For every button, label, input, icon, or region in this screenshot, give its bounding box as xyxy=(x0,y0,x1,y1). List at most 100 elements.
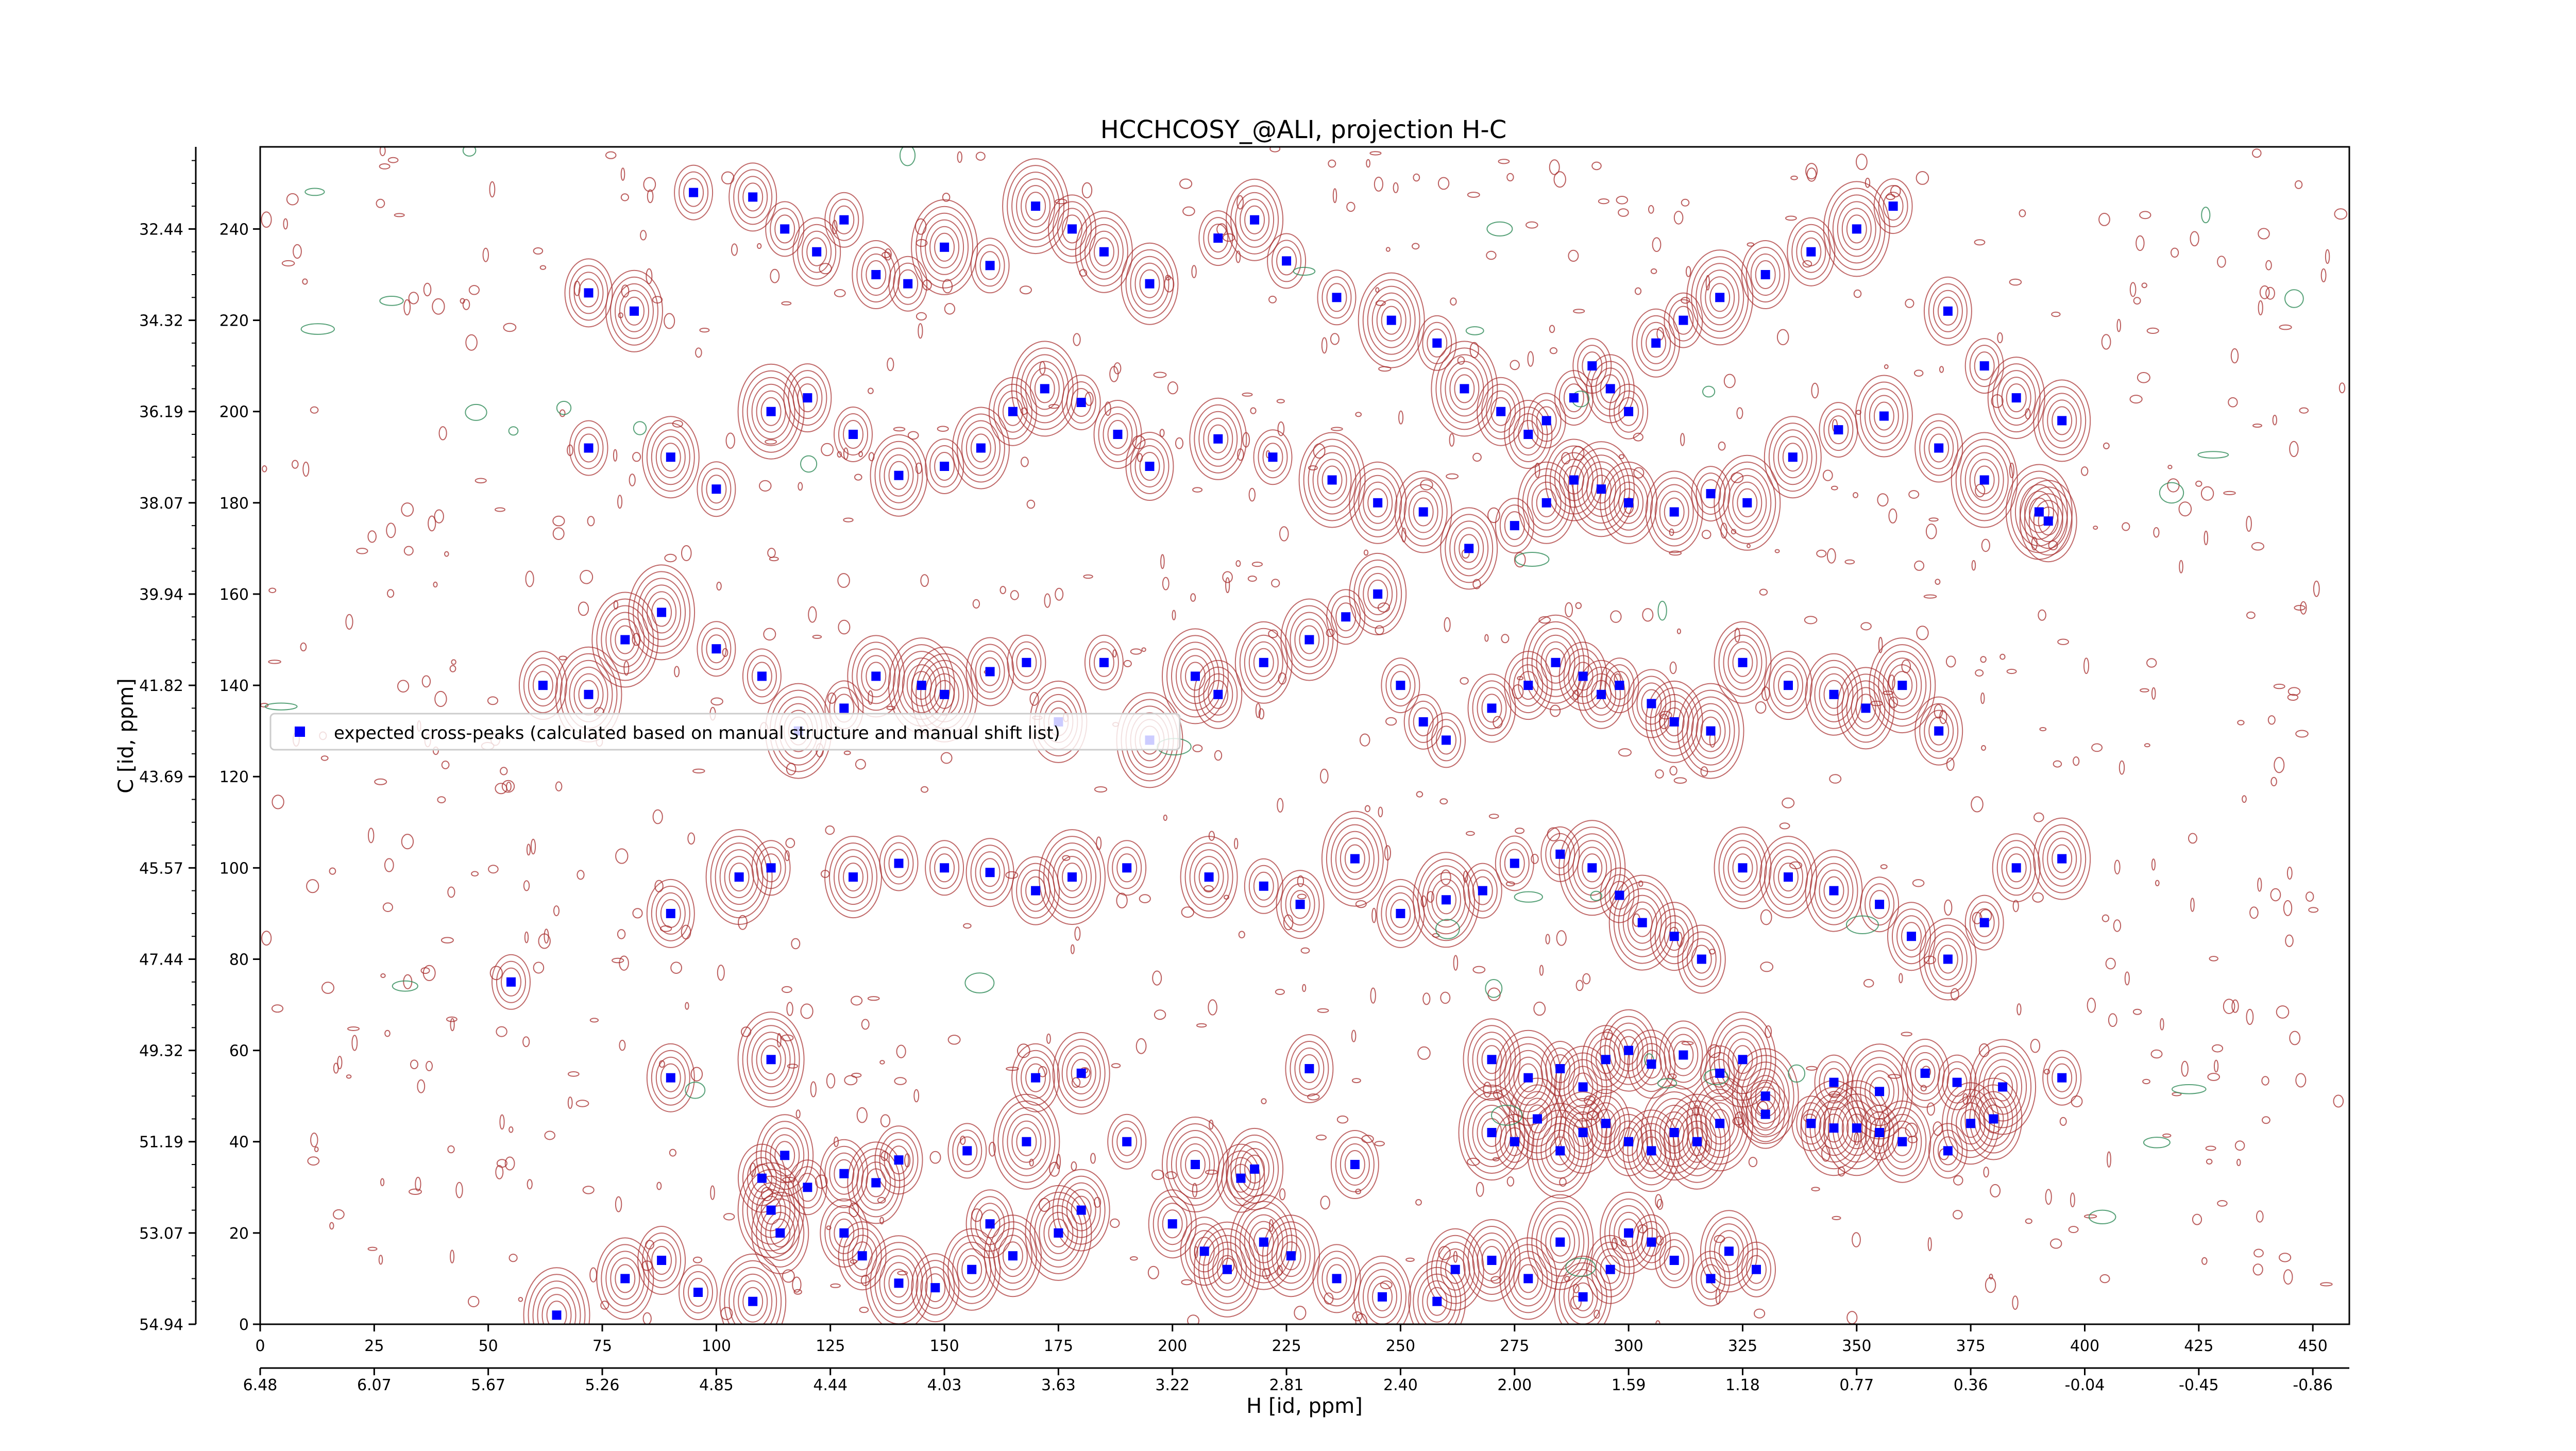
peak-contour xyxy=(925,1273,946,1303)
peak-contour xyxy=(1326,589,1366,645)
x-ppm-tick-label: 2.00 xyxy=(1497,1376,1532,1394)
peak-contour xyxy=(651,1246,672,1275)
peak-contour xyxy=(1258,436,1288,479)
noise-contour xyxy=(963,923,972,929)
peak-contour xyxy=(1646,328,1667,358)
peak-contour xyxy=(1294,1048,1325,1090)
peak-contour xyxy=(1933,938,1963,981)
peak-contour xyxy=(1682,689,1740,772)
noise-contour xyxy=(1374,176,1383,192)
peak-contour xyxy=(884,842,914,885)
cross-peak-marker xyxy=(1099,657,1109,667)
x-index-tick-label: 175 xyxy=(1044,1337,1073,1355)
peak-contour xyxy=(660,1063,681,1092)
peak-contour xyxy=(1595,367,1625,410)
cross-peak-marker xyxy=(1191,671,1200,681)
noise-contour xyxy=(600,1301,609,1310)
peak-contour xyxy=(1978,1052,2027,1122)
noise-contour xyxy=(2151,687,2156,700)
noise-contour xyxy=(2044,1069,2050,1075)
peak-contour xyxy=(1714,1230,1744,1273)
peak-contour xyxy=(1859,381,1908,451)
cross-peak-marker xyxy=(1888,201,1898,211)
peak-contour xyxy=(925,438,964,494)
peak-contour xyxy=(1873,401,1894,431)
noise-contour xyxy=(1139,894,1151,903)
noise-contour xyxy=(527,1179,533,1190)
peak-contour xyxy=(1659,1239,1689,1281)
noise-contour xyxy=(1747,544,1751,548)
peak-contour xyxy=(697,621,736,677)
noise-contour xyxy=(1939,366,1944,373)
negative-contour xyxy=(1515,552,1550,567)
cross-peak-marker xyxy=(894,470,904,480)
peak-contour xyxy=(1029,1191,1088,1274)
peak-contour xyxy=(1613,881,1671,964)
peak-contour xyxy=(1696,473,1726,515)
noise-contour xyxy=(1073,333,1081,346)
peak-contour xyxy=(965,1189,1014,1259)
peak-contour xyxy=(1827,188,1886,271)
peak-contour xyxy=(1700,716,1721,746)
peak-contour xyxy=(1709,1058,1731,1088)
cross-peak-marker xyxy=(1523,681,1533,690)
noise-contour xyxy=(1417,1046,1431,1060)
cross-peak-marker xyxy=(1601,1055,1611,1065)
peak-contour xyxy=(861,655,891,698)
peak-contour xyxy=(1632,308,1681,378)
peak-contour xyxy=(824,836,882,919)
cross-peak-marker xyxy=(1295,900,1305,909)
peak-contour xyxy=(1367,285,1416,355)
peak-contour xyxy=(843,420,863,449)
peak-contour xyxy=(1244,858,1283,914)
noise-contour xyxy=(1652,237,1662,252)
peak-contour xyxy=(1668,299,1699,342)
noise-contour xyxy=(1070,944,1075,954)
noise-contour xyxy=(2144,743,2150,748)
peak-contour xyxy=(888,1145,909,1175)
peak-contour xyxy=(532,671,553,700)
peak-contour xyxy=(760,853,782,883)
peak-contour xyxy=(1627,669,1676,738)
peak-contour xyxy=(751,662,772,691)
peak-contour xyxy=(1591,475,1612,504)
noise-contour xyxy=(1486,250,1497,260)
peak-contour xyxy=(2033,379,2091,462)
peak-contour xyxy=(1025,192,1046,221)
cross-peak-marker xyxy=(1897,681,1907,690)
peak-contour xyxy=(1495,1030,1562,1126)
peak-contour xyxy=(1851,687,1881,730)
peak-contour xyxy=(1618,1036,1639,1065)
legend-label: expected cross-peaks (calculated based o… xyxy=(334,723,1060,744)
noise-contour xyxy=(1026,499,1036,509)
peak-contour xyxy=(601,1244,650,1313)
peak-contour xyxy=(1572,338,1612,394)
peak-contour xyxy=(1298,432,1366,528)
noise-contour xyxy=(2300,601,2307,615)
peak-contour xyxy=(1162,1117,1229,1212)
peak-contour xyxy=(925,219,964,275)
peak-contour xyxy=(615,283,654,339)
peak-contour xyxy=(1477,687,1507,730)
cross-peak-marker xyxy=(1076,1068,1086,1078)
peak-contour xyxy=(1472,876,1493,905)
noise-contour xyxy=(526,843,531,856)
peak-contour xyxy=(710,836,768,919)
peak-contour xyxy=(569,420,608,476)
peak-contour xyxy=(1016,648,1037,677)
noise-contour xyxy=(1538,616,1551,624)
noise-contour xyxy=(499,1114,505,1130)
noise-contour xyxy=(2030,1039,2041,1053)
noise-contour xyxy=(695,347,702,358)
peak-contour xyxy=(979,858,1001,887)
noise-contour xyxy=(580,570,594,584)
noise-contour xyxy=(1277,798,1284,813)
noise-contour xyxy=(1393,182,1399,193)
noise-contour xyxy=(793,1289,802,1295)
cross-peak-marker xyxy=(1555,849,1565,859)
peak-contour xyxy=(701,468,732,511)
cross-peak-marker xyxy=(1934,443,1944,453)
noise-contour xyxy=(2212,1044,2224,1053)
noise-contour xyxy=(920,574,929,587)
